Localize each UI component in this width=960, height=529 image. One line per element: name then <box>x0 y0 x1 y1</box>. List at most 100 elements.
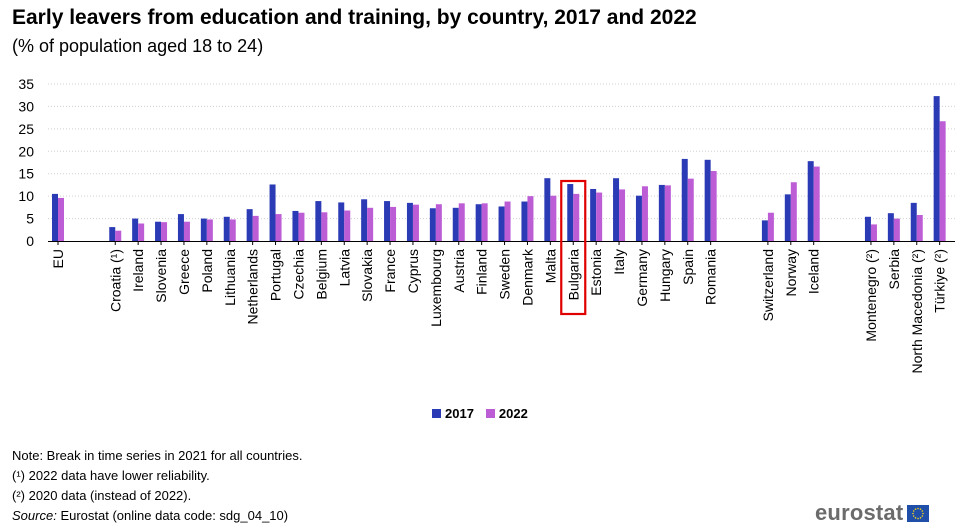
bar-2022 <box>596 192 603 241</box>
bar-2022 <box>183 221 190 241</box>
bar-2022 <box>298 212 305 241</box>
flag-star <box>920 516 922 519</box>
highlight <box>560 179 587 316</box>
bar-2017 <box>429 208 436 241</box>
bar-2017 <box>52 193 58 241</box>
x-tick-label: Slovenia <box>153 249 169 303</box>
bar-2022 <box>458 203 465 241</box>
bar-2022 <box>206 219 213 241</box>
bar-2022 <box>870 224 877 241</box>
x-tick-label: North Macedonia (²) <box>909 249 925 374</box>
bar-2017 <box>635 195 642 241</box>
x-tick-label: Slovakia <box>359 249 375 302</box>
y-axis: 0 5 10 15 20 25 30 35 <box>18 76 955 249</box>
footnotes: Note: Break in time series in 2021 for a… <box>12 446 302 526</box>
x-tick-label: Estonia <box>588 249 604 296</box>
bar-2017 <box>761 220 768 241</box>
flag-star <box>921 514 924 517</box>
legend-item-2022: 2022 <box>485 406 528 421</box>
flag-star <box>917 517 920 519</box>
chart-title: Early leavers from education and trainin… <box>12 6 697 29</box>
x-tick-label: Luxembourg <box>428 249 444 327</box>
highlight-box <box>560 179 587 316</box>
bar-2022 <box>481 203 488 241</box>
bar-2017 <box>406 202 413 241</box>
note-2020-data: (²) 2020 data (instead of 2022). <box>12 488 192 503</box>
y-tick-label: 10 <box>18 188 34 204</box>
bar-2017 <box>544 178 551 241</box>
bar-2017 <box>361 199 368 241</box>
bar-2017 <box>658 184 665 241</box>
bar-2017 <box>567 184 574 241</box>
bar-2022 <box>527 196 534 241</box>
x-tick-label: Italy <box>611 249 627 275</box>
bar-2022 <box>710 171 717 241</box>
bar-2022 <box>161 222 168 241</box>
y-tick-label: 30 <box>18 98 34 114</box>
bar-2017 <box>384 201 391 241</box>
y-tick-label: 25 <box>18 121 34 137</box>
bar-2017 <box>681 158 688 241</box>
bar-2022 <box>893 218 900 241</box>
bar-2017 <box>784 194 791 241</box>
bars <box>52 96 946 242</box>
y-tick-label: 0 <box>26 233 34 249</box>
bar-2022 <box>573 193 580 241</box>
x-tick-label: Cyprus <box>405 249 421 293</box>
bar-2017 <box>132 218 139 241</box>
legend-swatch-2017 <box>432 409 441 418</box>
bar-2017 <box>177 214 184 241</box>
bar-2017 <box>223 216 230 241</box>
x-tick-label: Poland <box>199 249 215 293</box>
flag-star <box>913 514 915 517</box>
eu-flag-icon <box>907 504 930 522</box>
y-tick-label: 20 <box>18 143 34 159</box>
x-tick-label: Austria <box>451 249 467 293</box>
x-tick-label: Romania <box>703 249 719 305</box>
bar-2022 <box>813 166 820 241</box>
logo-text: eurostat <box>815 500 904 525</box>
x-axis-labels: EU Croatia (¹) Ireland Slovenia Greece Poland… <box>50 241 948 374</box>
note-break-in-series: Note: Break in time series in 2021 for a… <box>12 448 303 463</box>
bar-2022 <box>641 186 648 241</box>
bar-2017 <box>910 202 917 241</box>
bar-2017 <box>338 202 345 241</box>
x-tick-label: Denmark <box>519 248 535 306</box>
bar-2022 <box>252 215 259 241</box>
x-tick-label: Iceland <box>806 249 822 294</box>
flag-star <box>920 507 922 510</box>
bar-2022 <box>412 204 419 241</box>
bar-2022 <box>687 178 694 241</box>
x-tick-label: Montenegro (²) <box>863 249 879 342</box>
x-tick-label: Germany <box>634 249 650 307</box>
bar-2022 <box>344 210 351 241</box>
bar-2022 <box>138 223 145 241</box>
flag-star <box>912 512 915 514</box>
bar-2017 <box>246 209 253 241</box>
bar-2022 <box>550 195 557 241</box>
flag-star <box>921 509 924 512</box>
bar-2017 <box>613 178 620 241</box>
x-tick-label: Croatia (¹) <box>107 249 123 312</box>
flag-star <box>922 512 925 514</box>
bar-2017 <box>521 201 528 241</box>
bar-2022 <box>435 204 442 241</box>
bar-2022 <box>229 219 236 241</box>
bar-2022 <box>504 201 511 241</box>
x-tick-label: Türkiye (²) <box>932 249 948 313</box>
eurostat-logo: eurostat <box>815 500 930 526</box>
bar-chart: 0 5 10 15 20 25 30 35 EU Croatia (¹) Ireland Slove… <box>18 76 955 374</box>
x-tick-label: Switzerland <box>760 249 776 321</box>
y-tick-label: 35 <box>18 76 34 92</box>
bar-2022 <box>916 214 923 241</box>
bar-2017 <box>269 184 276 241</box>
flag-star <box>915 516 917 519</box>
source-line: Source: Eurostat (online data code: sdg_… <box>12 506 302 526</box>
bar-2022 <box>790 182 797 241</box>
x-tick-label: Malta <box>542 249 558 283</box>
x-tick-label: Serbia <box>886 249 902 290</box>
bar-2017 <box>452 207 459 241</box>
x-tick-label: Latvia <box>336 249 352 287</box>
x-tick-label: France <box>382 249 398 293</box>
bar-2022 <box>275 214 282 241</box>
